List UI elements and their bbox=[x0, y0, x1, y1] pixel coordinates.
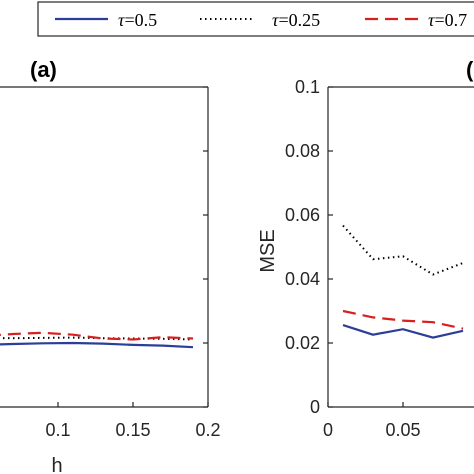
legend-label-t075: τ=0.7 bbox=[428, 10, 467, 30]
ytick-label-b-4: 0.08 bbox=[285, 141, 320, 161]
ytick-label-b-0: 0 bbox=[310, 397, 320, 417]
ylabel-b: MSE bbox=[257, 229, 279, 272]
panel-label-a: (a) bbox=[30, 57, 57, 82]
xtick-label-b-1: 0.05 bbox=[385, 420, 420, 440]
legend: τ=0.5 τ=0.25 τ=0.7 bbox=[37, 1, 474, 37]
ytick-label-b-1: 0.02 bbox=[285, 333, 320, 353]
series-line-t05-a bbox=[0, 341, 194, 349]
legend-label-t05: τ=0.5 bbox=[118, 10, 157, 30]
series-line-t05-b bbox=[342, 324, 464, 339]
xtick-label-a-0: 0.1 bbox=[45, 420, 70, 440]
xtick-label-a-2: 0.2 bbox=[195, 420, 220, 440]
xtick-label-a-1: 0.15 bbox=[115, 420, 150, 440]
xtick-label-b-0: 0 bbox=[323, 420, 333, 440]
ytick-label-b-2: 0.04 bbox=[285, 269, 320, 289]
series-line-t075-b bbox=[342, 309, 464, 330]
ytick-label-b-3: 0.06 bbox=[285, 205, 320, 225]
series-line-t025-b bbox=[342, 224, 464, 276]
legend-box bbox=[37, 1, 474, 37]
ytick-label-b-5: 0.1 bbox=[295, 77, 320, 97]
series-line-t025-a bbox=[0, 336, 194, 341]
plot-a: 0.1 0.15 0.2 h bbox=[0, 86, 221, 474]
panel-label-b: ( bbox=[466, 57, 474, 82]
legend-label-t025: τ=0.25 bbox=[272, 10, 320, 30]
xlabel-a: h bbox=[51, 455, 62, 474]
plot-b: 0 0.02 0.04 0.06 0.08 0.1 0 0.05 MSE bbox=[257, 77, 474, 440]
